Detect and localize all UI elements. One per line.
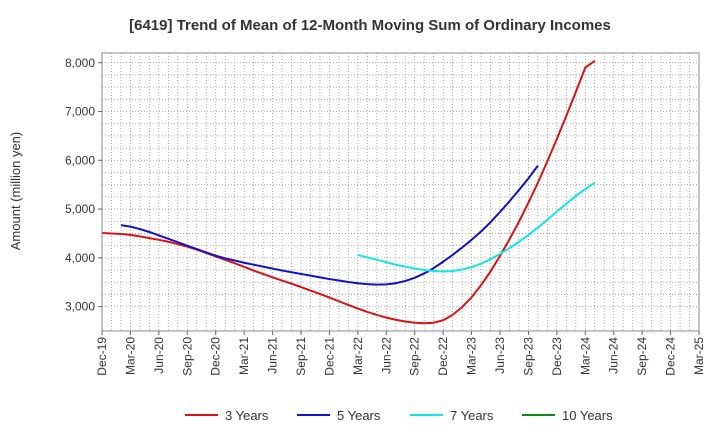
series-line-3-years bbox=[101, 59, 596, 325]
x-tick-label: Dec-19 bbox=[95, 337, 109, 376]
x-tick-label: Dec-23 bbox=[550, 337, 564, 376]
x-tick-label: Jun-23 bbox=[493, 337, 507, 374]
x-tick-label: Mar-24 bbox=[578, 337, 592, 375]
y-tick-label: 5,000 bbox=[65, 202, 95, 216]
x-tick-label: Mar-20 bbox=[123, 337, 137, 375]
y-axis-ticks: 3,000 4,000 5,000 6,000 7,000 8,000 bbox=[65, 56, 102, 314]
x-tick-label: Sep-24 bbox=[635, 337, 649, 376]
x-tick-label: Sep-23 bbox=[521, 337, 535, 376]
legend: 3 Years 5 Years 7 Years 10 Years bbox=[185, 408, 613, 423]
chart-title: [6419] Trend of Mean of 12-Month Moving … bbox=[129, 17, 611, 34]
x-tick-label: Dec-22 bbox=[436, 337, 450, 376]
x-tick-label: Jun-22 bbox=[379, 337, 393, 374]
x-tick-label: Dec-21 bbox=[322, 337, 336, 376]
legend-label-10-years: 10 Years bbox=[562, 408, 613, 423]
y-tick-label: 4,000 bbox=[65, 251, 95, 265]
legend-label-3-years: 3 Years bbox=[225, 408, 269, 423]
x-tick-label: Mar-23 bbox=[465, 337, 479, 375]
series-line-7-years bbox=[357, 181, 596, 273]
x-tick-label: Sep-21 bbox=[294, 337, 308, 376]
series-line-5-years bbox=[120, 165, 539, 286]
x-tick-label: Mar-25 bbox=[692, 337, 706, 375]
x-tick-label: Dec-24 bbox=[664, 337, 678, 376]
series-lines bbox=[101, 59, 596, 325]
y-axis-label: Amount (million yen) bbox=[8, 132, 23, 251]
x-tick-label: Mar-21 bbox=[237, 337, 251, 375]
legend-label-5-years: 5 Years bbox=[337, 408, 381, 423]
x-tick-label: Jun-21 bbox=[266, 337, 280, 374]
legend-label-7-years: 7 Years bbox=[450, 408, 494, 423]
x-tick-label: Sep-20 bbox=[180, 337, 194, 376]
grid-lines bbox=[102, 53, 699, 331]
x-tick-label: Jun-24 bbox=[607, 337, 621, 374]
x-tick-label: Jun-20 bbox=[152, 337, 166, 374]
x-axis-ticks: Dec-19 Mar-20 Jun-20 Sep-20 Dec-20 Mar-21 Jun-… bbox=[95, 331, 706, 376]
y-tick-label: 8,000 bbox=[65, 56, 95, 70]
x-tick-label: Mar-22 bbox=[351, 337, 365, 375]
x-tick-label: Sep-22 bbox=[408, 337, 422, 376]
x-tick-label: Dec-20 bbox=[209, 337, 223, 376]
y-tick-label: 7,000 bbox=[65, 105, 95, 119]
y-tick-label: 6,000 bbox=[65, 153, 95, 167]
y-tick-label: 3,000 bbox=[65, 300, 95, 314]
plot-area-frame bbox=[101, 52, 700, 332]
